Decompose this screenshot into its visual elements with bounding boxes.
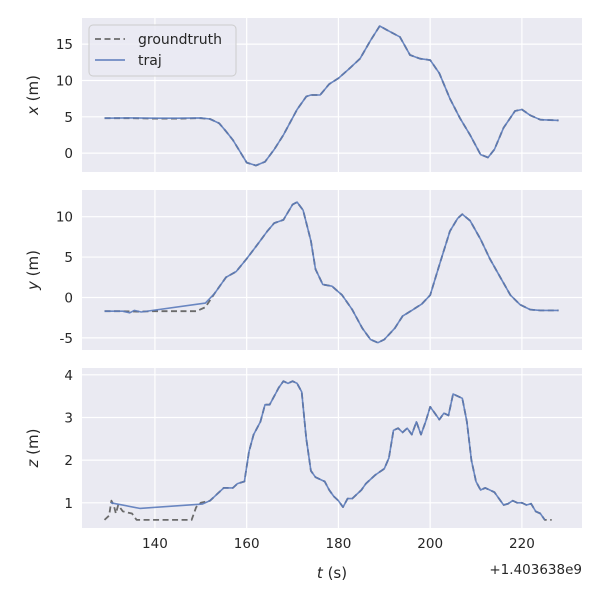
y-tick-label: 3: [64, 410, 73, 426]
x-axis-label: t (s): [317, 564, 347, 582]
panel-y: -5 0 5 10 y (m): [24, 190, 582, 350]
series-line-traj: [110, 380, 546, 521]
y-axis-unit: (m): [24, 75, 42, 106]
x-tick-label: 220: [509, 536, 535, 552]
y-tick-label: 0: [64, 146, 73, 162]
y-tick-label: 5: [64, 110, 73, 126]
y-tick-label: 0: [64, 290, 73, 306]
y-tick-label: 10: [56, 210, 73, 226]
legend-label-traj: traj: [138, 53, 162, 69]
y-axis-unit: (m): [24, 250, 42, 281]
y-axis-unit: (m): [24, 429, 42, 460]
y-axis-label: x (m): [24, 75, 42, 116]
x-axis-offset-label: +1.403638e9: [489, 562, 582, 578]
legend-box: [88, 24, 237, 77]
legend-label-groundtruth: groundtruth: [138, 32, 222, 48]
plot-background: [82, 368, 582, 528]
x-tick-label: 180: [326, 536, 352, 552]
y-tick-label: 1: [64, 496, 73, 512]
panel-z: 140 160 180 200 220 1 2 3 4 z (m): [24, 368, 582, 552]
y-tick-label: 4: [64, 368, 73, 384]
y-axis-variable: x: [24, 106, 42, 116]
panel-x: 0 5 10 15 x (m): [24, 18, 582, 172]
y-tick-label: 5: [64, 250, 73, 266]
y-tick-label: 10: [56, 73, 73, 89]
x-tick-label: 200: [417, 536, 443, 552]
y-tick-label: -5: [60, 331, 73, 347]
plot-background: [82, 190, 582, 350]
y-axis-variable: y: [24, 280, 42, 291]
legend: groundtruth traj: [88, 24, 237, 77]
series-line-traj: [104, 201, 559, 344]
x-axis-unit: (s): [323, 564, 347, 582]
x-tick-label: 160: [234, 536, 260, 552]
y-axis-variable: z: [24, 458, 42, 468]
x-axis-variable: t: [317, 564, 324, 582]
y-tick-label: 15: [56, 37, 73, 53]
x-tick-label: 140: [142, 536, 168, 552]
y-tick-label: 2: [64, 453, 73, 469]
y-axis-label: z (m): [24, 429, 42, 469]
y-axis-label: y (m): [24, 250, 42, 291]
series-line-traj: [104, 25, 559, 167]
